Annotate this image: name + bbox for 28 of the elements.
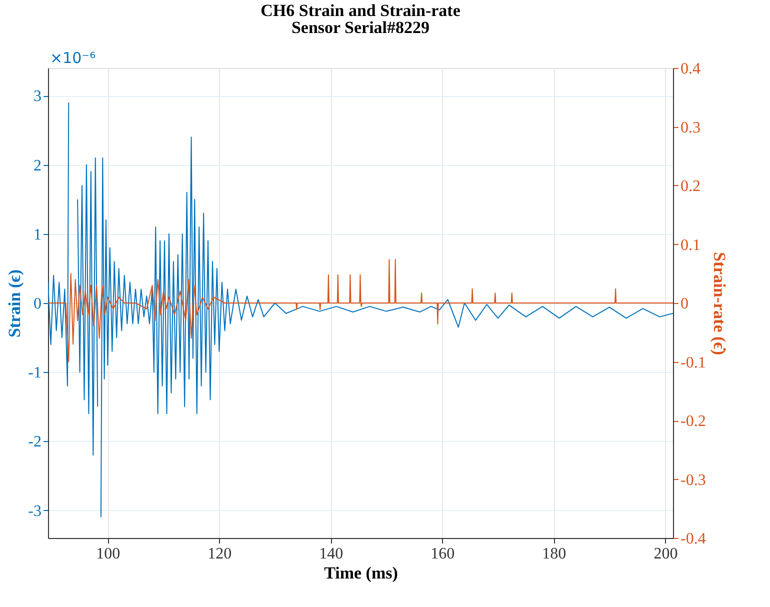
x-tick-label: 200 [654, 546, 678, 562]
y-tick-label: 2 [34, 157, 42, 174]
y2-tick-label: 0.1 [680, 236, 700, 254]
x-tick-label: 120 [208, 546, 232, 562]
y-tick-label: 0 [34, 296, 42, 312]
y2-tick-label: 0.4 [680, 60, 700, 78]
x-axis-title: Time (ms) [324, 564, 398, 582]
chart-title: CH6 Strain and Strain-rate [260, 1, 461, 20]
y2-tick-label: -0.3 [680, 472, 706, 489]
y2-tick-label: -0.4 [680, 530, 706, 548]
y2-tick-label: 0 [680, 296, 688, 312]
x-tick-label: 160 [430, 546, 455, 562]
y-tick-label: 3 [34, 88, 42, 106]
y-tick-label: -3 [28, 502, 42, 520]
x-tick-label: 180 [542, 546, 566, 562]
text: ×10⁻⁶ [50, 49, 96, 67]
chart-subtitle: Sensor Serial#8229 [291, 18, 430, 37]
x-tick-label: 100 [96, 546, 120, 562]
y2-tick-label: -0.1 [680, 354, 706, 372]
y2-tick-label: -0.2 [680, 413, 706, 430]
y-axis-title: Strain (ϵ) [5, 269, 24, 338]
y-tick-label: -1 [28, 364, 42, 382]
x-tick-label: 140 [319, 546, 344, 562]
y-tick-label: -2 [28, 434, 42, 451]
y2-tick-label: 0.3 [680, 119, 700, 136]
y2-axis-title: Strain-rate (ϵ̇) [710, 252, 729, 355]
y2-tick-label: 0.2 [680, 178, 700, 195]
y-tick-label: 1 [34, 226, 42, 244]
